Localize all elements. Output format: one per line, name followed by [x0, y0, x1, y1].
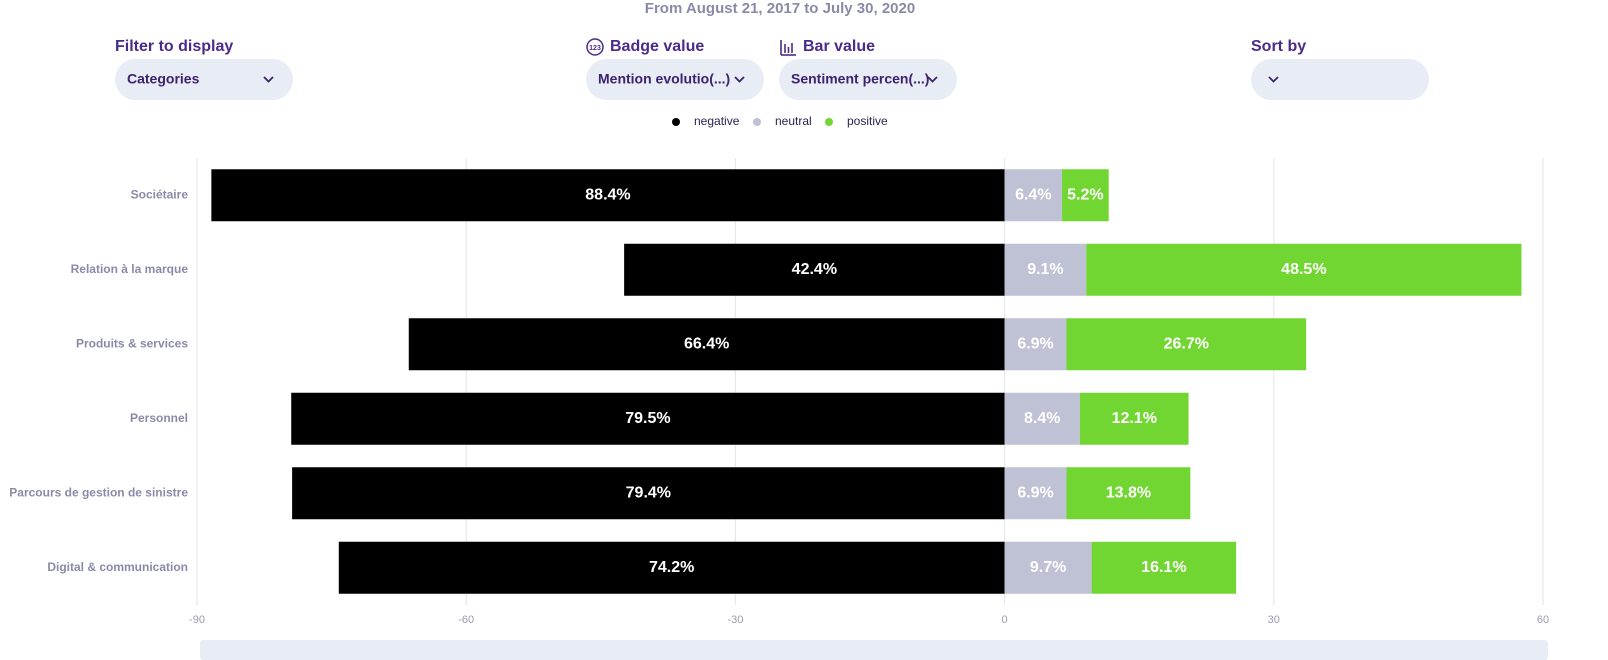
- value-label: 6.4%: [1015, 186, 1051, 203]
- x-tick-label: 60: [1537, 614, 1549, 626]
- dropdown-value: Sentiment percen(...): [791, 71, 929, 87]
- chevron: [927, 76, 938, 83]
- value-label: 8.4%: [1024, 410, 1060, 427]
- category-label: Relation à la marque: [71, 262, 189, 276]
- category-label: Personnel: [130, 411, 188, 425]
- value-label: 88.4%: [585, 186, 630, 203]
- chevron: [1268, 76, 1279, 83]
- legend-swatch: [672, 118, 680, 126]
- value-label: 9.7%: [1030, 559, 1066, 576]
- bar: [1086, 243, 1522, 296]
- bar: [211, 169, 1005, 222]
- value-label: 12.1%: [1112, 410, 1157, 427]
- filter-label: Sort by: [1251, 38, 1306, 55]
- filter-label: Filter to display: [115, 38, 233, 55]
- legend-label: negative: [694, 114, 740, 128]
- value-label: 6.9%: [1017, 484, 1053, 501]
- bar: [1079, 392, 1189, 445]
- bar: [1004, 467, 1067, 520]
- value-label: 48.5%: [1281, 261, 1326, 278]
- scrollbar[interactable]: [200, 640, 1548, 660]
- dropdown[interactable]: [115, 59, 293, 100]
- subtitle: From August 21, 2017 to July 30, 2020: [645, 0, 915, 17]
- value-label: 26.7%: [1164, 335, 1209, 352]
- bar: [1004, 541, 1092, 594]
- bar: [291, 392, 1005, 445]
- bar: [1066, 318, 1307, 371]
- category-label: Produits & services: [76, 336, 188, 350]
- bar-icon: [780, 40, 796, 56]
- category-label: Sociétaire: [131, 187, 189, 201]
- value-label: 6.9%: [1017, 335, 1053, 352]
- dropdown[interactable]: [779, 59, 957, 100]
- svg-text:123: 123: [589, 45, 601, 52]
- dropdown-value: Mention evolutio(...): [598, 71, 730, 87]
- bar: [292, 467, 1005, 520]
- category-label: Parcours de gestion de sinistre: [9, 485, 188, 499]
- bar: [1066, 467, 1191, 520]
- bar: [338, 541, 1005, 594]
- bar: [1004, 318, 1067, 371]
- x-tick-label: -90: [189, 614, 205, 626]
- x-tick-label: 30: [1268, 614, 1280, 626]
- badge-icon: 123: [586, 38, 604, 56]
- bar: [408, 318, 1005, 371]
- legend-swatch: [825, 118, 833, 126]
- chevron: [734, 76, 745, 83]
- value-label: 9.1%: [1027, 261, 1063, 278]
- legend-label: positive: [847, 114, 888, 128]
- bar: [1004, 392, 1080, 445]
- category-label: Digital & communication: [47, 560, 188, 574]
- value-label: 79.4%: [626, 484, 671, 501]
- dropdown-value: Categories: [127, 71, 200, 87]
- value-label: 42.4%: [792, 261, 837, 278]
- legend-label: neutral: [775, 114, 812, 128]
- bar: [1062, 169, 1109, 222]
- legend-swatch: [753, 118, 761, 126]
- value-label: 16.1%: [1141, 559, 1186, 576]
- filter-label: Bar value: [803, 38, 875, 55]
- value-label: 13.8%: [1106, 484, 1151, 501]
- x-tick-label: -30: [727, 614, 743, 626]
- dropdown[interactable]: [586, 59, 764, 100]
- value-label: 66.4%: [684, 335, 729, 352]
- value-label: 5.2%: [1067, 186, 1103, 203]
- x-tick-label: 0: [1002, 614, 1008, 626]
- value-label: 79.5%: [625, 410, 670, 427]
- filter-label: Badge value: [610, 38, 704, 55]
- value-label: 74.2%: [649, 559, 694, 576]
- bar: [1004, 169, 1063, 222]
- x-tick-label: -60: [458, 614, 474, 626]
- bar: [1091, 541, 1237, 594]
- bar: [1004, 243, 1087, 296]
- bar: [624, 243, 1005, 296]
- dropdown[interactable]: [1251, 59, 1429, 100]
- chevron: [263, 76, 274, 83]
